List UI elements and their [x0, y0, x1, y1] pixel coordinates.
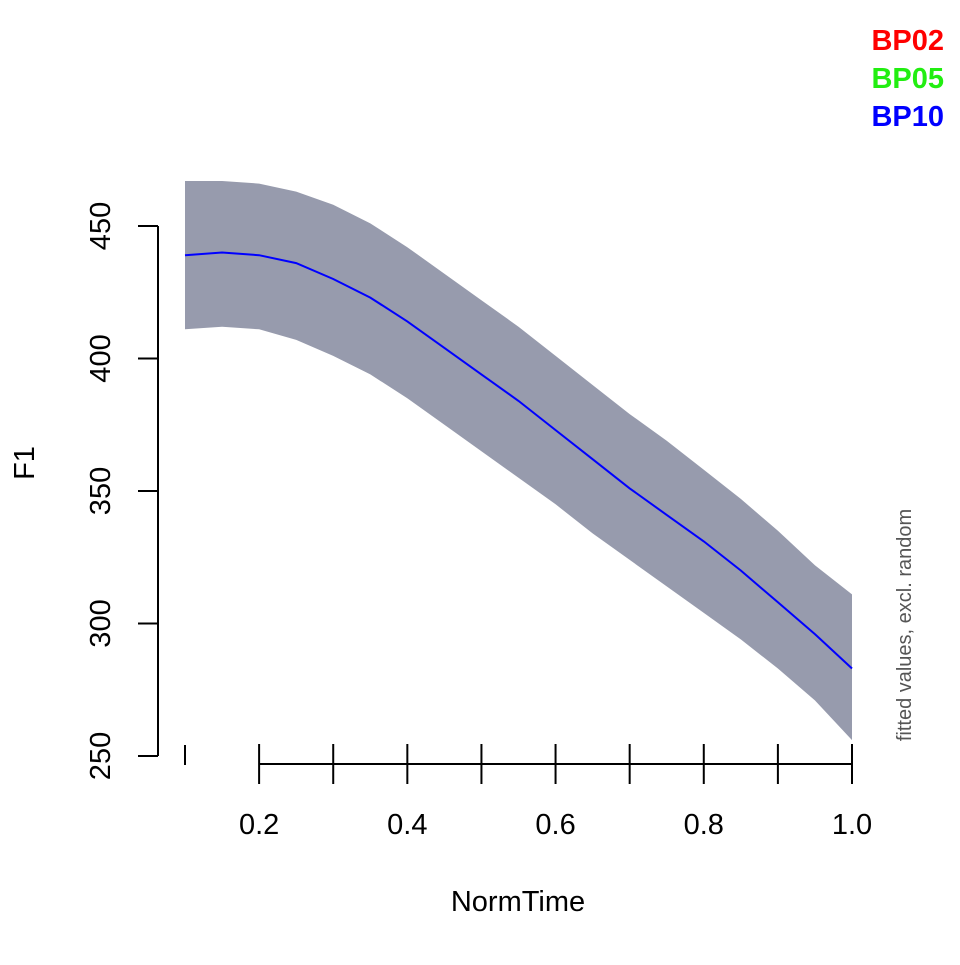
series-line-1 — [184, 251, 853, 670]
legend-item-bp02: BP02 — [871, 25, 944, 57]
x-tick-label-0.8: 0.8 — [684, 809, 724, 841]
legend-item-bp05: BP05 — [871, 63, 944, 95]
side-note: fitted values, excl. random — [894, 509, 916, 741]
y-tick-label-300: 300 — [85, 599, 117, 647]
legend-item-bp10: BP10 — [871, 101, 944, 133]
legend: BP02 BP05 BP10 — [871, 25, 944, 133]
x-tick-label-0.6: 0.6 — [535, 809, 575, 841]
x-axis-title: NormTime — [451, 886, 585, 918]
y-tick-label-450: 450 — [85, 202, 117, 250]
x-tick-label-0.2: 0.2 — [239, 809, 279, 841]
confidence-band-1 — [185, 181, 852, 741]
y-axis-title: F1 — [9, 446, 41, 480]
y-tick-label-350: 350 — [85, 467, 117, 515]
y-tick-label-400: 400 — [85, 334, 117, 382]
x-tick-label-1.0: 1.0 — [832, 809, 872, 841]
plot-area — [184, 181, 853, 741]
y-axis: 250 300 350 400 450 — [85, 202, 159, 780]
x-axis: 0.2 0.4 0.6 0.8 1.0 — [184, 744, 872, 841]
x-tick-label-0.4: 0.4 — [387, 809, 427, 841]
y-tick-label-250: 250 — [85, 732, 117, 780]
